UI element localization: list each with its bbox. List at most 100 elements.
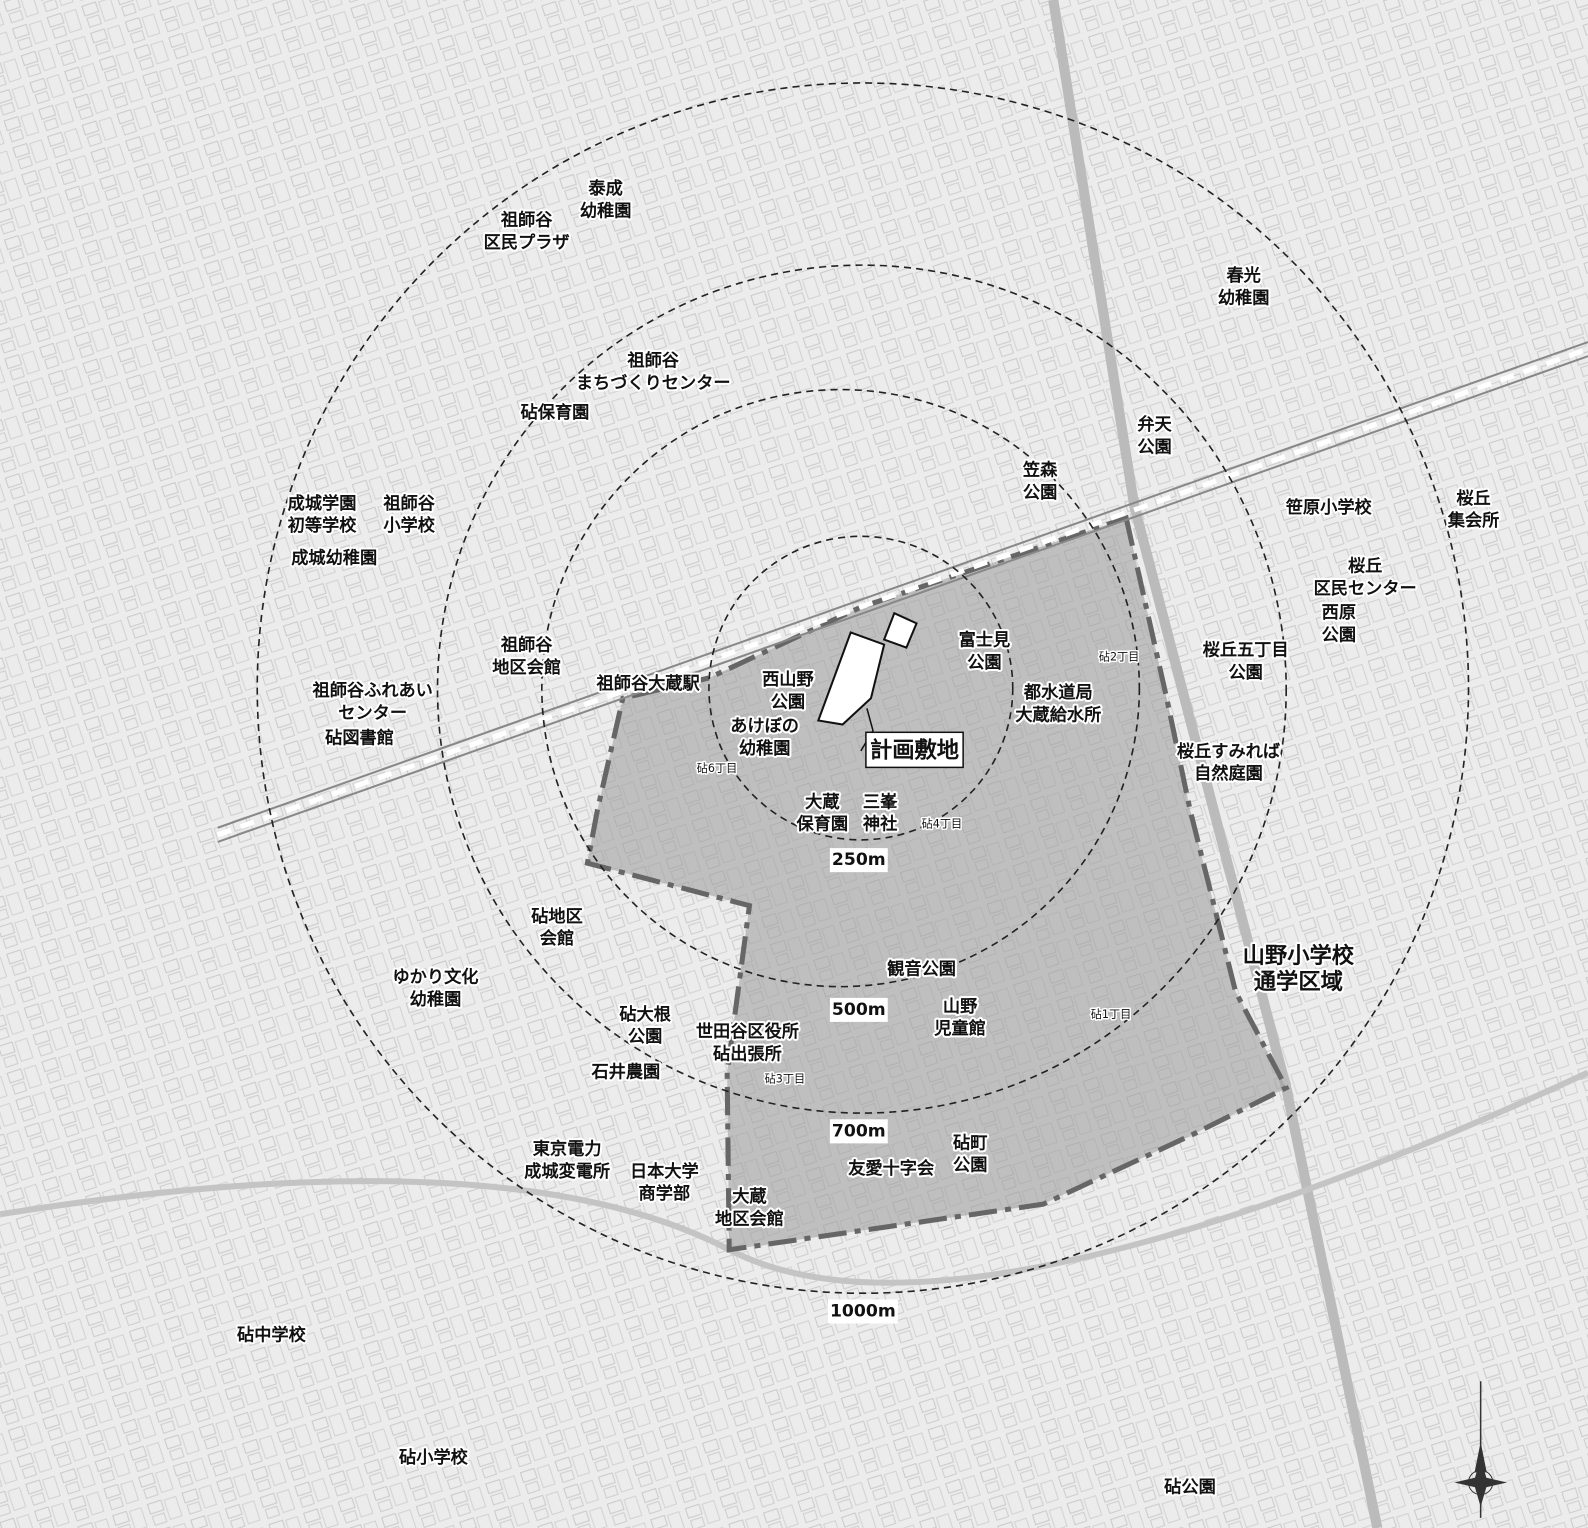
district-label: 砧3丁目 [765, 1072, 805, 1086]
facility-label: 神社 [863, 814, 897, 835]
facility-label: 西原 [1322, 603, 1356, 623]
ring-label: 500m [832, 1000, 886, 1020]
school-district-label: 通学区域 [1254, 968, 1343, 995]
facility-label: 幼稚園 [1218, 288, 1270, 309]
district-label: 砧1丁目 [1091, 1007, 1131, 1021]
facility-label: 友愛十字会 [848, 1158, 935, 1179]
facility-label: 祖師谷 [500, 210, 553, 231]
ring-label-box [827, 1299, 898, 1324]
facility-label: 成城学園 [288, 493, 357, 514]
facility-label: 幼稚園 [739, 738, 791, 759]
facility-label: 富士見 [959, 630, 1011, 651]
facility-label: 世田谷区役所 [696, 1021, 799, 1042]
facility-label: 祖師谷 [500, 635, 553, 656]
ring-label: 250m [832, 850, 886, 870]
facility-label: 観音公園 [887, 958, 956, 979]
railway [216, 341, 1588, 843]
facility-label: 砧出張所 [713, 1043, 782, 1064]
facility-label: 笠森 [1022, 460, 1058, 481]
site-shape [816, 611, 918, 752]
facility-label: 祖師谷 [626, 350, 679, 371]
facility-label: 児童館 [933, 1018, 986, 1039]
facility-label: 砧地区 [531, 906, 583, 927]
facility-label: 砧保育園 [521, 402, 590, 423]
facility-label: 公園 [967, 653, 1001, 673]
facility-label: 保育園 [796, 814, 849, 835]
facility-label: 公園 [953, 1156, 987, 1176]
facility-label: 西山野 [762, 670, 814, 690]
facility-label: 砧小学校 [399, 1447, 469, 1468]
facility-label: 砧大根 [619, 1004, 671, 1025]
facility-label: まちづくりセンター [576, 374, 731, 394]
site-label: 計画敷地 [870, 736, 959, 763]
distance-rings [256, 82, 1470, 1295]
facility-label: 弁天 [1137, 414, 1172, 435]
facility-label: 笹原小学校 [1286, 497, 1373, 518]
facility-label: 小学校 [383, 515, 435, 536]
ring-label-box [829, 997, 888, 1022]
facility-label: 山野 [943, 997, 978, 1017]
ring [708, 535, 1014, 841]
facility-label: 日本大学 [630, 1161, 699, 1182]
facility-label: 砧図書館 [325, 728, 394, 749]
facility-label: 公園 [1023, 483, 1057, 503]
facility-label: 三峯 [863, 791, 898, 812]
facility-label: あけぼの [730, 717, 799, 737]
district-label: 砧2丁目 [1099, 650, 1139, 664]
facility-label: 大蔵 [805, 791, 840, 812]
district-label: 砧6丁目 [697, 761, 737, 775]
facility-label: 集会所 [1447, 510, 1500, 531]
facility-label: 石井農園 [590, 1062, 660, 1083]
facility-label: 成城変電所 [524, 1161, 610, 1182]
facility-label: 地区会館 [492, 657, 561, 678]
facility-label: 公園 [628, 1027, 662, 1047]
facility-label: 商学部 [639, 1183, 691, 1204]
facility-label: 桜丘 [1456, 488, 1490, 509]
facility-label: 自然庭園 [1194, 763, 1263, 784]
facility-label: 東京電力 [533, 1139, 602, 1160]
north-arrow [1454, 1381, 1507, 1518]
ring-label: 700m [832, 1121, 886, 1141]
facility-label: 泰成 [587, 178, 622, 199]
ring [256, 82, 1470, 1295]
facility-label: センター [338, 703, 407, 723]
labels: 泰成幼稚園祖師谷区民プラザ春光幼稚園祖師谷まちづくりセンター砧保育園弁天公園笠森… [235, 176, 1501, 1499]
road [1048, 0, 1383, 1528]
facility-label: 祖師谷大蔵駅 [596, 673, 701, 694]
facility-label: 春光 [1226, 265, 1260, 286]
facility-label: 公園 [1228, 663, 1262, 683]
facility-label: 会館 [540, 928, 574, 949]
school-district-area [584, 514, 1290, 1253]
facility-label: 地区会館 [715, 1208, 784, 1229]
facility-label: 大蔵給水所 [1015, 704, 1101, 725]
facility-label: 砧町 [953, 1132, 987, 1153]
ring [541, 388, 1141, 988]
district-label: 砧4丁目 [922, 817, 962, 831]
facility-label: 桜丘 [1348, 556, 1382, 577]
ring-label: 1000m [830, 1301, 896, 1321]
facility-label: 公園 [1322, 625, 1356, 645]
road [0, 1069, 1588, 1286]
site-label-box [865, 731, 964, 769]
facility-label: 幼稚園 [580, 200, 632, 221]
facility-label: 祖師谷ふれあい [312, 680, 433, 701]
facility-label: 砧公園 [1164, 1477, 1216, 1498]
facility-label: 幼稚園 [410, 989, 462, 1010]
facility-label: 成城幼稚園 [291, 548, 377, 569]
facility-label: 区民プラザ [484, 232, 570, 253]
ring [436, 264, 1288, 1114]
facility-label: 桜丘すみれば [1177, 741, 1281, 762]
facility-label: ゆかり文化 [392, 967, 478, 988]
facility-label: 公園 [771, 692, 805, 712]
facility-label: 初等学校 [288, 515, 358, 536]
facility-label: 都水道局 [1023, 682, 1093, 703]
facility-label: 砧中学校 [237, 1325, 307, 1346]
school-district-label: 山野小学校 [1243, 942, 1355, 969]
facility-label: 桜丘五丁目 [1203, 640, 1289, 661]
facility-label: 大蔵 [732, 1186, 767, 1207]
ring-label-box [829, 848, 888, 873]
facility-label: 公園 [1137, 437, 1171, 457]
ring-label-box [829, 1119, 888, 1144]
facility-label: 祖師谷 [382, 493, 435, 514]
